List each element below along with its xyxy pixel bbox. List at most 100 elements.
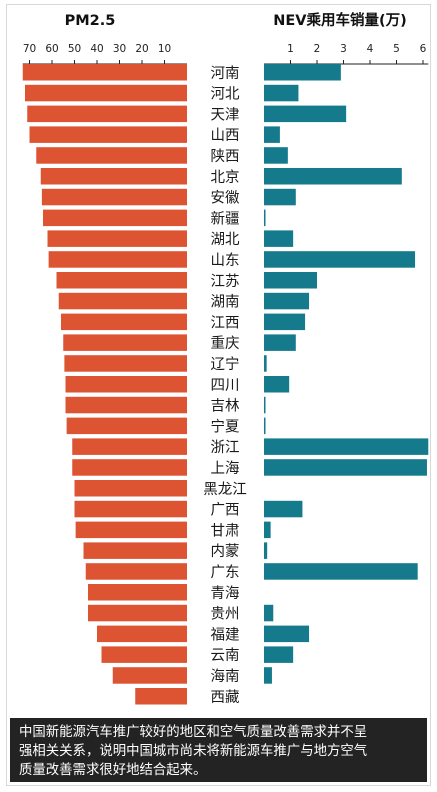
province-label: 北京	[211, 169, 240, 186]
province-labels: 河南河北天津山西陕西北京安徽新疆湖北山东江苏湖南江西重庆辽宁四川吉林宁夏浙江上海…	[203, 65, 247, 706]
pm25-tick-label: 20	[135, 43, 148, 55]
province-label: 贵州	[211, 606, 240, 623]
province-label: 吉林	[211, 398, 240, 415]
province-label: 安徽	[211, 190, 240, 207]
nev-bar	[264, 376, 290, 393]
province-label: 青海	[211, 585, 240, 602]
province-label: 宁夏	[211, 418, 240, 435]
nev-bar	[264, 355, 267, 372]
nev-bar	[264, 521, 271, 539]
pm25-bar	[75, 521, 187, 539]
nev-bar	[264, 251, 416, 268]
nev-bar	[264, 667, 272, 684]
province-label: 辽宁	[211, 356, 240, 373]
nev-bar	[264, 625, 310, 643]
pm25-bar	[101, 646, 187, 663]
province-label: 陕西	[211, 148, 240, 165]
pm25-bar	[88, 604, 187, 622]
nev-bar	[264, 126, 280, 143]
pm25-bar	[66, 417, 187, 435]
pm25-bar	[58, 292, 187, 310]
province-label: 重庆	[211, 335, 240, 352]
province-label: 天津	[211, 106, 240, 123]
province-label: 黑龙江	[203, 481, 247, 498]
pm25-bar	[65, 376, 187, 393]
nev-tick-label: 5	[393, 43, 400, 55]
nev-bar	[264, 188, 296, 206]
nev-bar	[264, 646, 294, 663]
pm25-bar	[72, 459, 187, 476]
nev-bar	[264, 230, 294, 247]
nev-tick-label: 3	[340, 43, 347, 55]
nev-tick-label: 4	[367, 43, 374, 55]
pm25-bar	[74, 500, 187, 518]
province-label: 湖南	[211, 294, 240, 311]
pm25-bar	[74, 480, 187, 497]
nev-bar	[264, 147, 288, 164]
pm25-bar	[25, 84, 187, 102]
nev-bar	[264, 563, 418, 580]
nev-tick-label: 6	[420, 43, 427, 55]
province-label: 甘肃	[211, 522, 240, 539]
caption-line-3: 质量改善需求很好地结合起来。	[19, 763, 207, 778]
pm25-tick-label: 30	[113, 43, 126, 55]
nev-bars	[264, 64, 429, 684]
pm25-title: PM2.5	[65, 13, 116, 29]
nev-bar	[264, 542, 268, 559]
pm25-bar	[41, 188, 187, 206]
nev-bar	[264, 292, 310, 310]
nev-bar	[264, 438, 429, 455]
pm25-tick-label: 70	[23, 43, 36, 55]
province-label: 浙江	[211, 439, 240, 456]
pm25-bar	[97, 625, 187, 643]
pm25-bars	[22, 64, 187, 705]
nev-tick-label: 2	[314, 43, 321, 55]
nev-title: NEV乘用车销量(万)	[273, 11, 407, 29]
pm25-bar	[112, 667, 187, 684]
pm25-bar	[36, 147, 187, 164]
pm25-bar	[43, 209, 187, 227]
province-label: 江苏	[211, 273, 240, 290]
caption-line-2: 强相关关系，说明中国城市尚未将新能源车推广与地方空气	[19, 744, 368, 759]
nev-bar	[264, 500, 303, 518]
nev-bar	[264, 334, 296, 351]
pm25-axis: 70 60 50 40 30 20 10	[22, 43, 187, 65]
nev-bar	[264, 272, 317, 289]
nev-bar	[264, 396, 266, 414]
pm25-tick-label: 40	[90, 43, 103, 55]
pm25-bar	[29, 126, 187, 143]
nev-bar	[264, 604, 274, 622]
nev-tick-label: 1	[287, 43, 294, 55]
province-label: 上海	[211, 460, 240, 477]
pm25-tick-label: 60	[45, 43, 58, 55]
province-label: 山东	[211, 252, 240, 269]
nev-bar	[264, 459, 427, 476]
province-label: 山西	[211, 127, 240, 144]
pm25-tick-label: 50	[68, 43, 81, 55]
caption-box: 中国新能源汽车推广较好的地区和空气质量改善需求并不呈 强相关关系，说明中国城市尚…	[10, 718, 427, 782]
pm25-bar	[56, 272, 187, 289]
nev-bar	[264, 64, 341, 81]
nev-axis: 1 2 3 4 5 6	[264, 43, 429, 65]
province-label: 云南	[211, 647, 240, 664]
province-label: 河南	[211, 65, 240, 82]
pm25-bar	[27, 105, 187, 123]
province-label: 海南	[211, 668, 240, 685]
pm25-bar	[61, 313, 187, 331]
nev-bar	[264, 313, 306, 331]
province-label: 广东	[211, 564, 240, 581]
province-label: 湖北	[211, 231, 240, 248]
nev-bar	[264, 84, 299, 102]
pm25-bar	[72, 438, 187, 455]
pm25-tick-label: 10	[158, 43, 171, 55]
province-label: 四川	[211, 378, 240, 394]
pm25-bar	[22, 64, 187, 81]
pm25-bar	[85, 563, 187, 580]
nev-bar	[264, 105, 347, 123]
pm25-bar	[64, 355, 187, 372]
pm25-bar	[83, 542, 187, 559]
pm25-bar	[40, 168, 187, 185]
province-label: 江西	[211, 314, 240, 331]
pm25-bar	[135, 688, 187, 705]
